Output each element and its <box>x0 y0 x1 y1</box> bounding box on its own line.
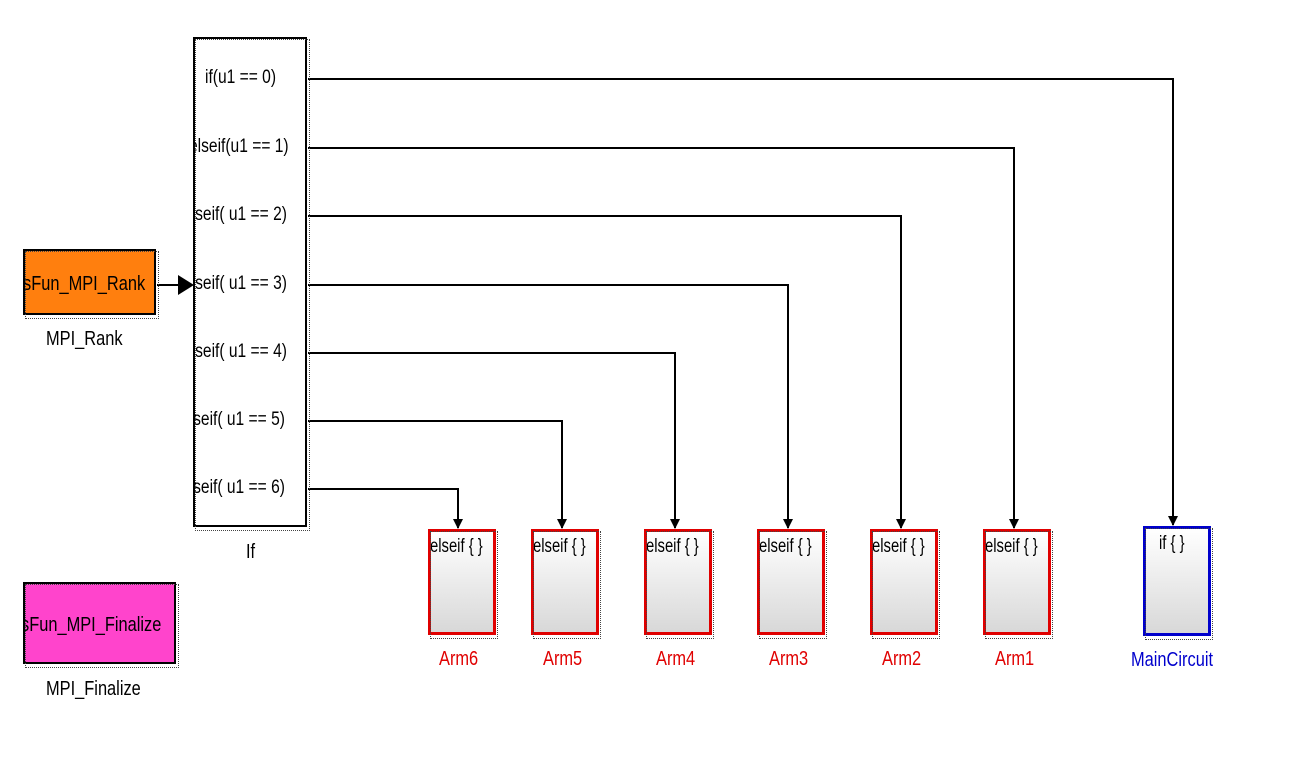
mpi-finalize-block-text: sFun_MPI_Finalize <box>23 614 162 636</box>
mpi-rank-block[interactable]: sFun_MPI_Rank <box>23 249 156 315</box>
subsystem-arm2[interactable]: elseif { } <box>870 529 938 635</box>
subsystem-arm5-label: Arm5 <box>543 648 583 670</box>
mpi-rank-block-text: sFun_MPI_Rank <box>23 273 146 295</box>
subsystem-arm1-text: elseif { } <box>985 536 1038 557</box>
subsystem-arm6-label: Arm6 <box>439 648 479 670</box>
subsystem-arm6[interactable]: elseif { } <box>428 529 496 635</box>
subsystem-arm3-label: Arm3 <box>769 648 809 670</box>
subsystem-arm5-text: elseif { } <box>533 536 586 557</box>
subsystem-arm5[interactable]: elseif { } <box>531 529 599 635</box>
if-port-4: elseif( u1 == 4) <box>193 341 287 362</box>
mpi-rank-label: MPI_Rank <box>46 328 123 350</box>
if-port-1: elseif(u1 == 1) <box>193 136 289 157</box>
mpi-finalize-label: MPI_Finalize <box>46 678 141 700</box>
subsystem-arm1-label: Arm1 <box>995 648 1035 670</box>
subsystem-arm4-text: elseif { } <box>646 536 699 557</box>
subsystem-maincircuit-text: if { } <box>1159 533 1185 554</box>
rank-if-arrowhead <box>178 275 194 295</box>
line-port0-maincircuit <box>308 78 1178 526</box>
line-port5-arm5 <box>308 420 567 529</box>
subsystem-arm2-text: elseif { } <box>872 536 925 557</box>
subsystem-maincircuit-label: MainCircuit <box>1131 649 1214 671</box>
if-block-label: If <box>246 541 256 563</box>
line-port3-arm3 <box>308 284 793 529</box>
line-port2-arm2 <box>308 215 906 529</box>
if-port-0: if(u1 == 0) <box>205 67 277 88</box>
subsystem-arm3[interactable]: elseif { } <box>757 529 825 635</box>
mpi-finalize-block[interactable]: sFun_MPI_Finalize <box>23 582 176 664</box>
if-port-3: elseif( u1 == 3) <box>193 273 287 294</box>
subsystem-arm4[interactable]: elseif { } <box>644 529 712 635</box>
line-port1-arm1 <box>308 147 1019 529</box>
subsystem-arm3-text: elseif { } <box>759 536 812 557</box>
subsystem-arm1[interactable]: elseif { } <box>983 529 1051 635</box>
subsystem-maincircuit[interactable]: if { } <box>1143 526 1211 636</box>
subsystem-arm6-text: elseif { } <box>430 536 483 557</box>
if-block[interactable]: if(u1 == 0) elseif(u1 == 1) elseif( u1 =… <box>193 37 307 527</box>
if-port-5: elseif( u1 == 5) <box>193 409 285 430</box>
line-port6-arm6 <box>308 488 463 529</box>
if-port-2: elseif( u1 == 2) <box>193 204 287 225</box>
if-port-6: elseif( u1 == 6) <box>193 477 285 498</box>
subsystem-arm2-label: Arm2 <box>882 648 922 670</box>
subsystem-arm4-label: Arm4 <box>656 648 696 670</box>
line-port4-arm4 <box>308 352 680 529</box>
